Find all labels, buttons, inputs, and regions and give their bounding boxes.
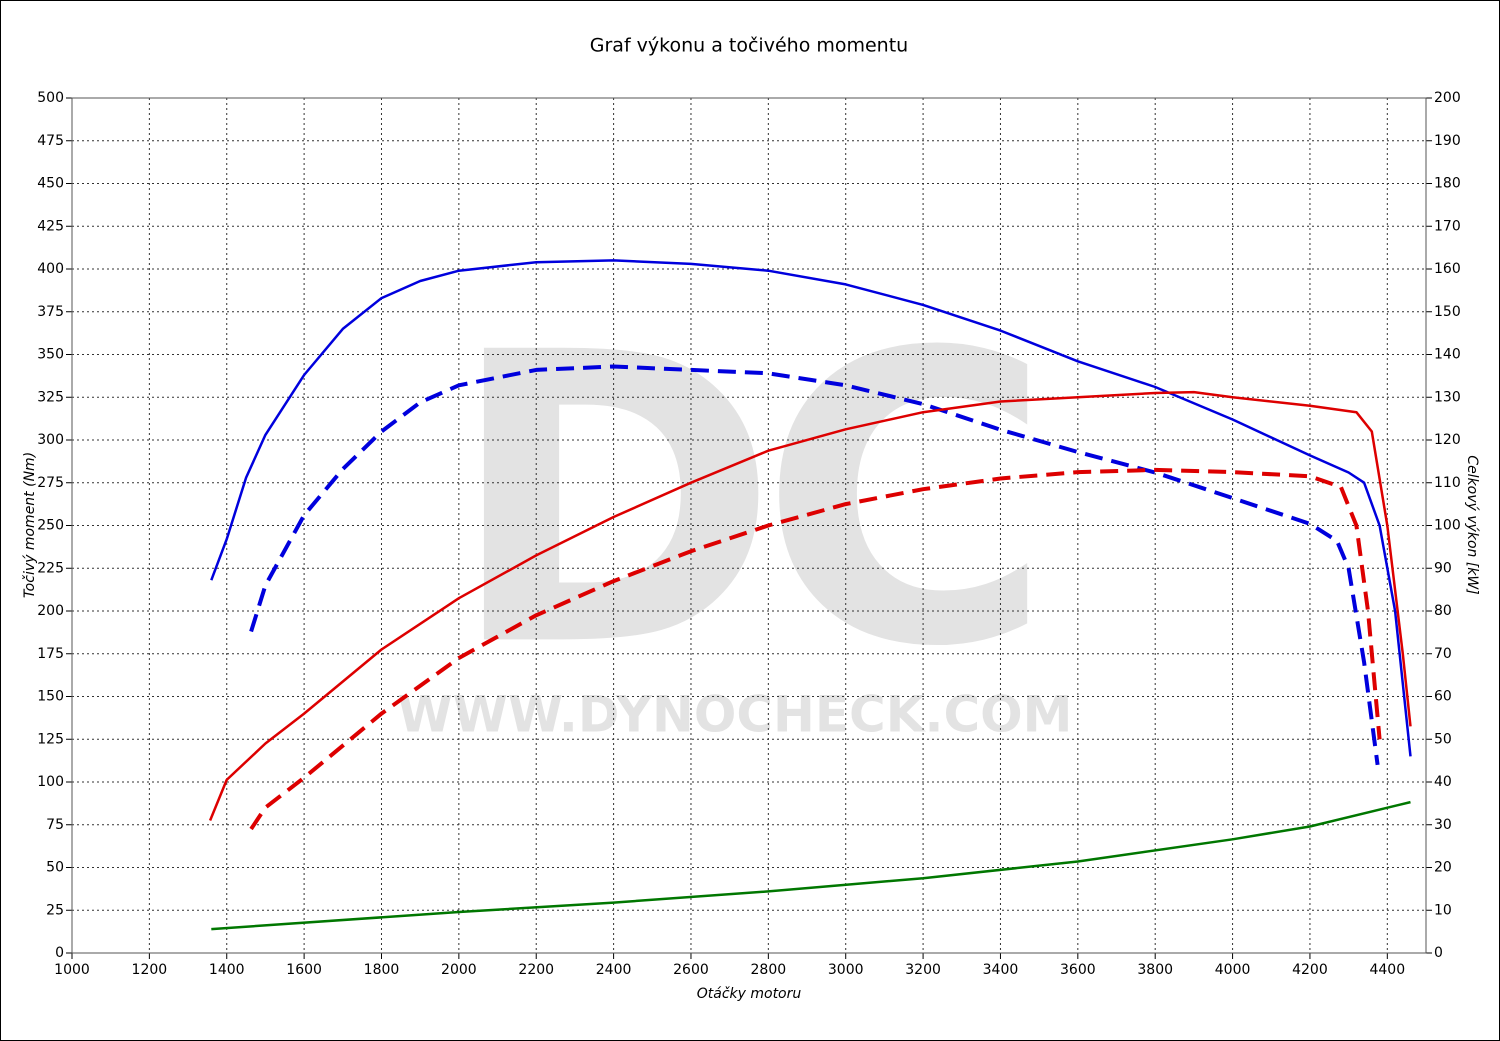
y2-tick-label: 80 bbox=[1434, 603, 1452, 619]
y2-tick-label: 150 bbox=[1434, 304, 1461, 320]
x-tick-label: 1000 bbox=[54, 962, 90, 978]
y2-tick-label: 70 bbox=[1434, 646, 1452, 662]
x-tick-label: 3400 bbox=[983, 962, 1019, 978]
y2-tick-label: 110 bbox=[1434, 475, 1461, 491]
x-tick-label: 2800 bbox=[751, 962, 787, 978]
x-tick-label: 3000 bbox=[828, 962, 864, 978]
y2-tick-label: 180 bbox=[1434, 176, 1461, 192]
y-tick-label: 125 bbox=[37, 731, 64, 747]
x-tick-label: 1600 bbox=[286, 962, 322, 978]
watermark-logo: DC bbox=[447, 269, 1033, 734]
x-tick-label: 4400 bbox=[1369, 962, 1405, 978]
y2-tick-label: 140 bbox=[1434, 347, 1461, 363]
y-tick-label: 400 bbox=[37, 261, 64, 277]
y2-tick-label: 200 bbox=[1434, 90, 1461, 106]
x-tick-label: 3600 bbox=[1060, 962, 1096, 978]
y-tick-label: 475 bbox=[37, 133, 64, 149]
y2-tick-label: 10 bbox=[1434, 902, 1452, 918]
y-tick-label: 225 bbox=[37, 560, 64, 576]
y2-tick-label: 120 bbox=[1434, 432, 1461, 448]
y-tick-label: 200 bbox=[37, 603, 64, 619]
y-tick-label: 300 bbox=[37, 432, 64, 448]
y2-tick-label: 60 bbox=[1434, 689, 1452, 705]
x-tick-label: 2400 bbox=[596, 962, 632, 978]
y2-axis-title: Celkový výkon [kW] bbox=[1464, 455, 1480, 594]
x-tick-label: 4200 bbox=[1292, 962, 1328, 978]
x-tick-label: 1400 bbox=[209, 962, 245, 978]
x-tick-label: 3800 bbox=[1137, 962, 1173, 978]
series-line bbox=[208, 390, 1412, 821]
y-tick-label: 50 bbox=[46, 860, 64, 876]
chart-title: Graf výkonu a točivého momentu bbox=[590, 35, 908, 57]
y-tick-label: 100 bbox=[37, 774, 64, 790]
y2-tick-label: 90 bbox=[1434, 560, 1452, 576]
y2-tick-label: 170 bbox=[1434, 218, 1461, 234]
x-tick-label: 2000 bbox=[441, 962, 477, 978]
y2-tick-label: 130 bbox=[1434, 389, 1461, 405]
x-tick-label: 2600 bbox=[673, 962, 709, 978]
y-tick-label: 250 bbox=[37, 518, 64, 534]
y2-tick-label: 30 bbox=[1434, 817, 1452, 833]
plot-border bbox=[71, 97, 1427, 954]
x-tick-label: 1200 bbox=[132, 962, 168, 978]
y2-tick-label: 20 bbox=[1434, 860, 1452, 876]
y-tick-label: 25 bbox=[46, 902, 64, 918]
watermark-url: WWW.DYNOCHECK.COM bbox=[398, 686, 1073, 744]
x-tick-label: 2200 bbox=[518, 962, 554, 978]
y-tick-label: 375 bbox=[37, 304, 64, 320]
y2-tick-label: 0 bbox=[1434, 945, 1443, 961]
x-tick-label: 4000 bbox=[1215, 962, 1251, 978]
series-line bbox=[249, 364, 1380, 766]
series-line bbox=[249, 467, 1382, 831]
y-tick-label: 500 bbox=[37, 90, 64, 106]
y-tick-label: 450 bbox=[37, 176, 64, 192]
series-line bbox=[210, 259, 1412, 757]
y-tick-label: 325 bbox=[37, 389, 64, 405]
y-tick-label: 150 bbox=[37, 689, 64, 705]
y-tick-label: 175 bbox=[37, 646, 64, 662]
series-line bbox=[211, 800, 1411, 931]
x-tick-label: 3200 bbox=[905, 962, 941, 978]
y2-tick-label: 50 bbox=[1434, 731, 1452, 747]
y-tick-label: 275 bbox=[37, 475, 64, 491]
y2-tick-label: 160 bbox=[1434, 261, 1461, 277]
x-tick-label: 1800 bbox=[364, 962, 400, 978]
y-tick-label: 75 bbox=[46, 817, 64, 833]
x-axis-title: Otáčky motoru bbox=[697, 986, 802, 1002]
y-tick-label: 350 bbox=[37, 347, 64, 363]
y2-tick-label: 100 bbox=[1434, 518, 1461, 534]
y2-tick-label: 190 bbox=[1434, 133, 1461, 149]
y2-tick-label: 40 bbox=[1434, 774, 1452, 790]
y-tick-label: 425 bbox=[37, 218, 64, 234]
y-tick-label: 0 bbox=[55, 945, 64, 961]
y-axis-title: Točivý moment (Nm) bbox=[22, 452, 38, 598]
